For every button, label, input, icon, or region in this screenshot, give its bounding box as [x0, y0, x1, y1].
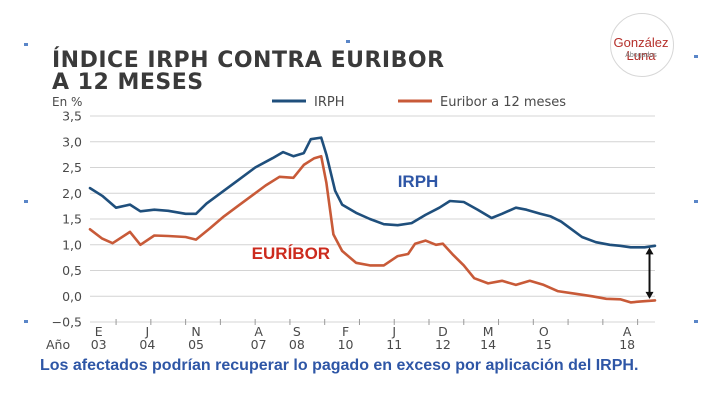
decor-dot: [346, 40, 350, 43]
annotation-irph: IRPH: [398, 172, 439, 191]
x-tick-month-label: E: [95, 324, 103, 339]
series-line-euribor: [88, 154, 657, 304]
x-tick-year-label: 15: [536, 337, 552, 352]
x-axis-label: Año: [46, 337, 70, 352]
decor-dot: [24, 200, 28, 203]
spread-arrow-head-down: [645, 291, 654, 299]
y-tick-label: 2,0: [62, 186, 82, 201]
legend-label-euribor: Euribor a 12 meses: [440, 95, 566, 110]
decor-dot: [694, 200, 698, 203]
y-tick-label: 2,5: [62, 160, 82, 175]
y-tick-label: 0,5: [62, 263, 82, 278]
spread-arrow-head-up: [645, 247, 654, 255]
x-tick-month-label: D: [438, 324, 448, 339]
logo-ring: [610, 13, 674, 77]
y-tick-label: −0,5: [52, 315, 82, 330]
x-tick-year-label: 12: [435, 337, 451, 352]
x-tick-year-label: 10: [338, 337, 354, 352]
y-tick-label: 0,0: [62, 289, 82, 304]
x-tick-month-label: O: [539, 324, 549, 339]
x-tick-month-label: F: [342, 324, 349, 339]
x-tick-month-label: A: [254, 324, 263, 339]
x-tick-year-label: 04: [139, 337, 155, 352]
decor-dot: [24, 320, 28, 323]
chart-title-line-1: ÍNDICE IRPH CONTRA EURIBOR: [52, 48, 445, 73]
x-tick-month-label: A: [623, 324, 632, 339]
caption: Los afectados podrían recuperar lo pagad…: [40, 357, 639, 374]
y-tick-label: 3,5: [62, 109, 82, 124]
legend-label-irph: IRPH: [314, 95, 344, 110]
x-tick-year-label: 18: [619, 337, 635, 352]
y-tick-label: 3,0: [62, 134, 82, 149]
x-tick-month-label: M: [483, 324, 494, 339]
x-tick-month-label: N: [191, 324, 200, 339]
y-tick-label: 1,0: [62, 237, 82, 252]
x-tick-month-label: S: [293, 324, 301, 339]
y-axis-unit: En %: [52, 95, 82, 109]
x-tick-year-label: 08: [289, 337, 305, 352]
x-tick-year-label: 07: [251, 337, 267, 352]
decor-dot: [694, 55, 698, 58]
x-tick-month-label: J: [145, 324, 150, 339]
series-line-irph: [88, 136, 657, 249]
x-tick-year-label: 11: [386, 337, 402, 352]
logo-subtitle: Abogados: [625, 52, 657, 59]
annotation-euribor: EURÍBOR: [252, 244, 330, 263]
logo: González Luna Abogados: [600, 13, 682, 77]
x-tick-year-label: 03: [91, 337, 107, 352]
logo-name: González Luna: [613, 35, 669, 63]
title: ÍNDICE IRPH CONTRA EURIBOR A 12 MESES: [52, 50, 612, 94]
decor-dot: [24, 43, 28, 46]
x-tick-year-label: 05: [188, 337, 204, 352]
chart-title-line-2: A 12 MESES: [52, 70, 204, 95]
x-tick-year-label: 14: [480, 337, 496, 352]
x-tick-month-label: J: [391, 324, 396, 339]
y-tick-label: 1,5: [62, 212, 82, 227]
decor-dot: [694, 320, 698, 323]
